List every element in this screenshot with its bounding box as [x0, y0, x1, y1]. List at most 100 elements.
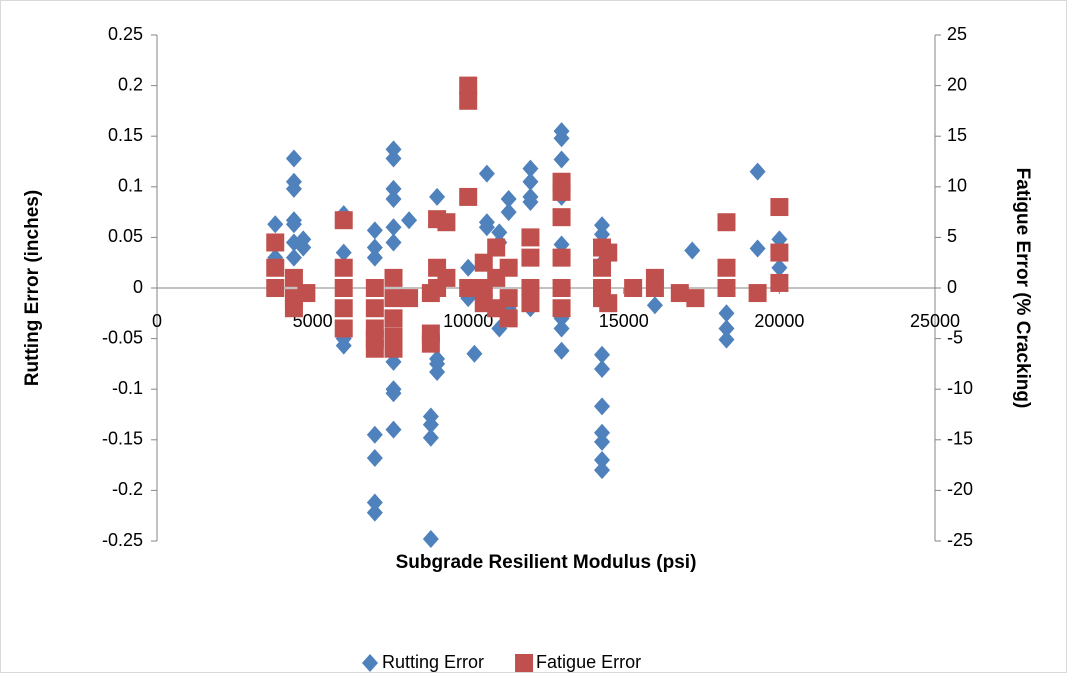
marker-square — [686, 289, 705, 308]
marker-diamond — [366, 248, 383, 267]
marker-square — [459, 187, 478, 206]
y-tick-label: 0.2 — [118, 74, 143, 94]
marker-square — [487, 238, 506, 257]
marker-square — [437, 213, 456, 232]
marker-diamond — [285, 179, 302, 198]
marker-square — [334, 279, 353, 297]
marker-square — [515, 654, 534, 672]
marker-diamond — [366, 425, 383, 444]
marker-diamond — [366, 493, 383, 512]
marker-diamond — [366, 221, 383, 240]
y-tick-label: -0.1 — [112, 378, 143, 398]
marker-diamond — [522, 159, 539, 178]
marker-diamond — [594, 461, 611, 480]
marker-diamond — [385, 179, 402, 198]
marker-square — [334, 319, 353, 338]
marker-square — [521, 279, 540, 297]
marker-square — [552, 299, 571, 318]
marker-diamond — [646, 296, 663, 315]
marker-diamond — [429, 354, 446, 373]
marker-diamond — [500, 203, 517, 222]
marker-diamond — [429, 187, 446, 206]
marker-square — [365, 339, 384, 358]
marker-diamond — [422, 529, 439, 548]
marker-square — [645, 279, 664, 297]
marker-square — [499, 258, 518, 277]
marker-diamond — [553, 341, 570, 360]
marker-diamond — [594, 216, 611, 235]
marker-diamond — [771, 258, 788, 277]
marker-diamond — [594, 432, 611, 451]
marker-square — [266, 233, 285, 252]
marker-diamond — [522, 172, 539, 191]
marker-square — [384, 309, 403, 328]
marker-square — [521, 248, 540, 267]
marker-diamond — [267, 215, 284, 234]
marker-diamond — [385, 149, 402, 168]
marker-diamond — [522, 192, 539, 211]
marker-diamond — [594, 451, 611, 470]
marker-diamond — [749, 162, 766, 181]
marker-square — [499, 289, 518, 308]
marker-diamond — [285, 149, 302, 168]
marker-square — [284, 299, 303, 318]
y2-tick-label: 20 — [947, 74, 967, 94]
y-axis-title: Rutting Error (inches) — [22, 190, 43, 386]
y2-tick-label: -15 — [947, 429, 973, 449]
marker-square — [593, 258, 612, 277]
marker-square — [284, 268, 303, 287]
x-axis-title: Subgrade Resilient Modulus (psi) — [396, 552, 697, 573]
y2-tick-label: -20 — [947, 479, 973, 499]
marker-diamond — [553, 319, 570, 338]
y2-tick-label: 15 — [947, 125, 967, 145]
marker-diamond — [385, 189, 402, 208]
marker-square — [770, 273, 789, 292]
marker-diamond — [749, 239, 766, 258]
marker-diamond — [478, 218, 495, 237]
marker-square — [717, 279, 736, 297]
marker-square — [384, 268, 403, 287]
y-tick-label: -0.05 — [102, 327, 143, 347]
marker-diamond — [553, 150, 570, 169]
marker-square — [599, 294, 618, 313]
marker-diamond — [491, 223, 508, 242]
marker-diamond — [500, 189, 517, 208]
marker-square — [459, 279, 478, 297]
marker-square — [459, 76, 478, 95]
marker-diamond — [285, 248, 302, 267]
marker-diamond — [594, 397, 611, 416]
marker-square — [334, 258, 353, 277]
marker-diamond — [553, 129, 570, 148]
y2-tick-label: -25 — [947, 530, 973, 550]
marker-diamond — [422, 415, 439, 434]
marker-square — [400, 289, 419, 308]
marker-diamond — [594, 423, 611, 442]
marker-square — [717, 213, 736, 232]
y-tick-label: 0 — [133, 277, 143, 297]
marker-square — [334, 299, 353, 318]
marker-diamond — [718, 330, 735, 349]
y2-tick-label: -10 — [947, 378, 973, 398]
x-tick-label: 15000 — [599, 311, 649, 331]
marker-diamond — [594, 345, 611, 364]
x-tick-label: 20000 — [754, 311, 804, 331]
y-tick-label: 0.25 — [108, 24, 143, 44]
marker-diamond — [335, 243, 352, 262]
y2-tick-label: 5 — [947, 226, 957, 246]
x-tick-label: 10000 — [443, 311, 493, 331]
marker-square — [266, 258, 285, 277]
marker-diamond — [366, 238, 383, 257]
marker-diamond — [422, 428, 439, 447]
marker-square — [552, 279, 571, 297]
y-tick-label: 0.15 — [108, 125, 143, 145]
marker-diamond — [718, 319, 735, 338]
marker-diamond — [295, 238, 312, 257]
y2-axis-title: Fatigue Error (% Cracking) — [1012, 168, 1033, 409]
marker-square — [384, 289, 403, 308]
marker-diamond — [366, 503, 383, 522]
marker-square — [297, 284, 316, 303]
marker-square — [552, 248, 571, 267]
marker-diamond — [460, 258, 477, 277]
